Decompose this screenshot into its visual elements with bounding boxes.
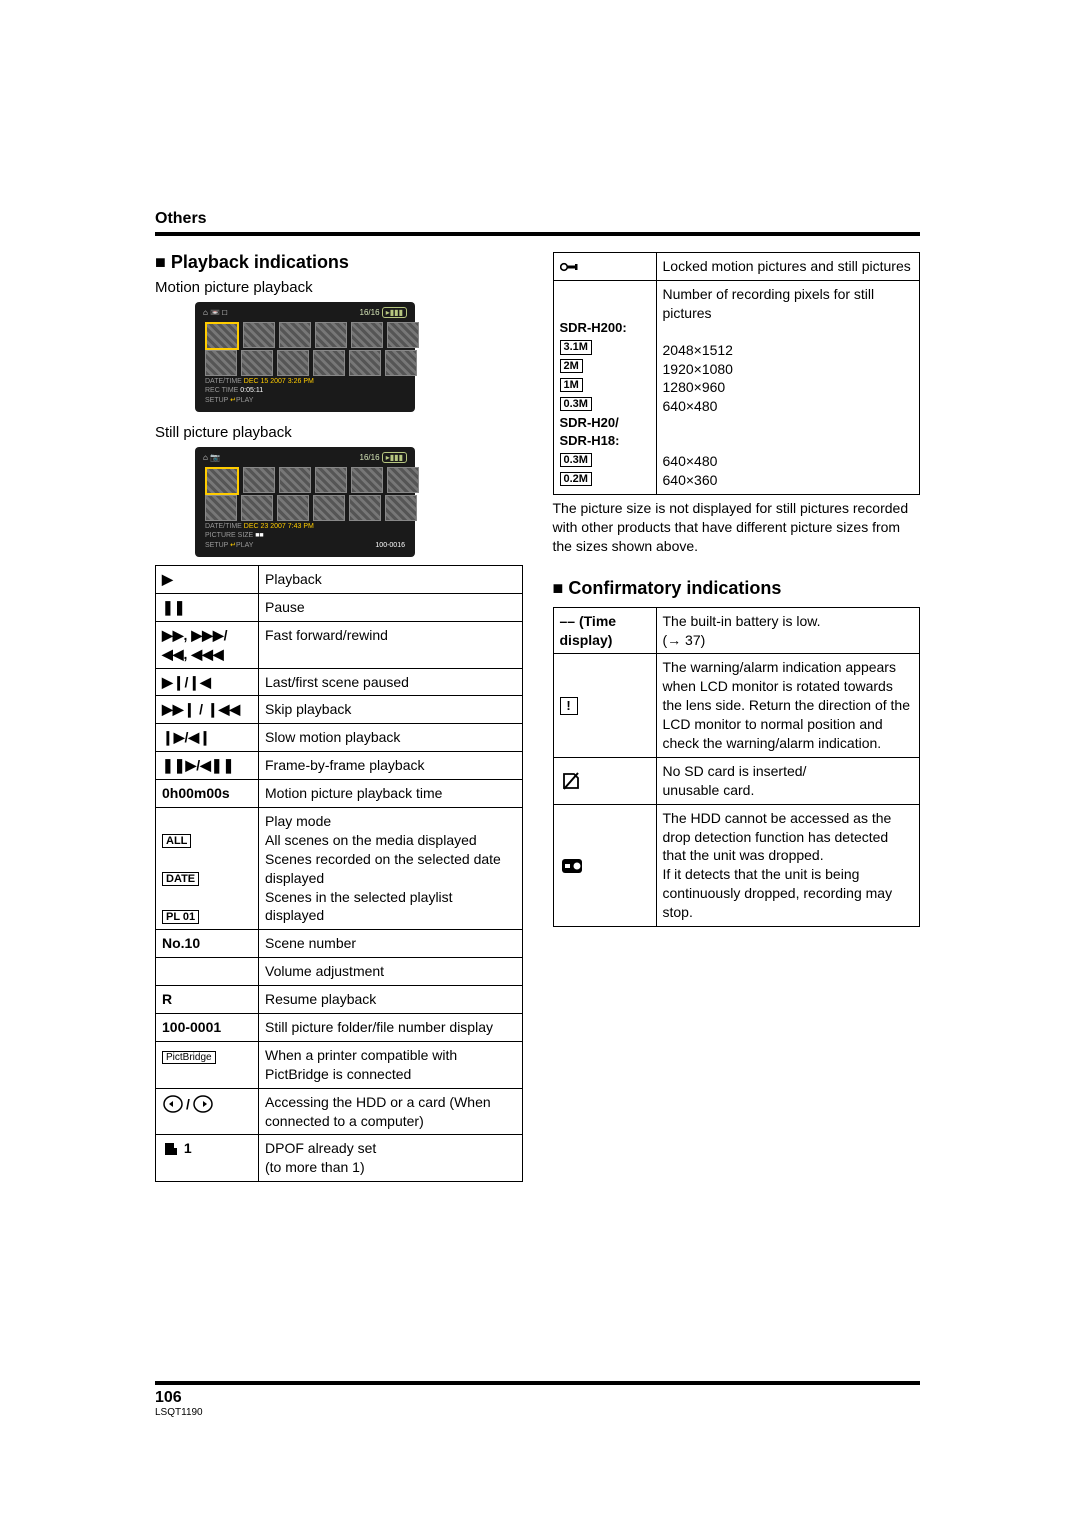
playback-table: ▶Playback ❚❚Pause ▶▶, ▶▶▶/ ◀◀, ◀◀◀Fast f… bbox=[155, 565, 523, 1182]
desc: Pause bbox=[259, 593, 523, 621]
desc: Motion picture playback time bbox=[259, 780, 523, 808]
table-row: ▶Playback bbox=[156, 566, 523, 594]
table-row: PictBridge When a printer compatible wit… bbox=[156, 1041, 523, 1088]
time-label: 0h00m00s bbox=[156, 780, 259, 808]
hdd-drop-icon bbox=[553, 804, 656, 926]
no-sd-icon bbox=[553, 757, 656, 804]
table-row: ❙▶/◀❙Slow motion playback bbox=[156, 724, 523, 752]
desc: Play mode All scenes on the media displa… bbox=[259, 808, 523, 930]
playback-heading: ■ Playback indications bbox=[155, 252, 523, 273]
scene-label: No.10 bbox=[156, 930, 259, 958]
right-column: Locked motion pictures and still picture… bbox=[553, 252, 921, 1182]
page-footer: 106 LSQT1190 bbox=[155, 1381, 920, 1418]
desc: Scene number bbox=[259, 930, 523, 958]
doc-code: LSQT1190 bbox=[155, 1407, 920, 1418]
playmode-icons: ALL DATE PL 01 bbox=[156, 808, 259, 930]
lcd-motion-icons: ⌂ 📼 □ bbox=[203, 308, 227, 317]
desc: Skip playback bbox=[259, 696, 523, 724]
table-row: / Accessing the HDD or a card (When conn… bbox=[156, 1088, 523, 1135]
desc: Playback bbox=[259, 566, 523, 594]
table-row: RResume playback bbox=[156, 986, 523, 1014]
lcd-badge: ▸▮▮▮ bbox=[382, 307, 407, 318]
lcd-motion: ⌂ 📼 □ 16/16 ▸▮▮▮ DATE/TIME DEC 15 2007 3… bbox=[195, 302, 415, 412]
date-badge: DATE bbox=[162, 872, 199, 886]
table-row: ❚❚▶/◀❚❚Frame-by-frame playback bbox=[156, 752, 523, 780]
svg-text:/: / bbox=[186, 1096, 190, 1112]
lcd-still: ⌂ 📷 16/16 ▸▮▮▮ DATE/TIME DEC 23 2007 7:4… bbox=[195, 447, 415, 557]
table-row: Volume adjustment bbox=[156, 958, 523, 986]
desc: Frame-by-frame playback bbox=[259, 752, 523, 780]
desc: The built-in battery is low. (→ 37) bbox=[656, 607, 920, 654]
folder-label: 100-0001 bbox=[156, 1014, 259, 1042]
table-row: –– (Time display) The built-in battery i… bbox=[553, 607, 920, 654]
confirm-heading: ■ Confirmatory indications bbox=[553, 578, 921, 599]
table-row: SDR-H200: 3.1M 2M 1M 0.3M SDR-H20/ SDR-H… bbox=[553, 280, 920, 494]
all-badge: ALL bbox=[162, 834, 191, 848]
pictbridge-badge: PictBridge bbox=[156, 1041, 259, 1088]
res-icons: SDR-H200: 3.1M 2M 1M 0.3M SDR-H20/ SDR-H… bbox=[553, 280, 656, 494]
table-row: 1 DPOF already set (to more than 1) bbox=[156, 1135, 523, 1182]
table-row: No SD card is inserted/ unusable card. bbox=[553, 757, 920, 804]
size-note: The picture size is not displayed for st… bbox=[553, 499, 921, 556]
time-display-label: –– (Time display) bbox=[553, 607, 656, 654]
skip-icon: ▶▶❙ / ❙◀◀ bbox=[156, 696, 259, 724]
table-row: ALL DATE PL 01 Play mode All scenes on t… bbox=[156, 808, 523, 930]
lcd-still-icons: ⌂ 📷 bbox=[203, 453, 220, 462]
desc: Number of recording pixels for still pic… bbox=[656, 280, 920, 494]
desc: Last/first scene paused bbox=[259, 668, 523, 696]
desc: Fast forward/rewind bbox=[259, 621, 523, 668]
table-row: ▶▶❙ / ❙◀◀Skip playback bbox=[156, 696, 523, 724]
table-row: 0h00m00sMotion picture playback time bbox=[156, 780, 523, 808]
rule bbox=[155, 232, 920, 236]
pause-icon: ❚❚ bbox=[156, 593, 259, 621]
desc: Still picture folder/file number display bbox=[259, 1014, 523, 1042]
page-number: 106 bbox=[155, 1389, 920, 1407]
desc: Resume playback bbox=[259, 986, 523, 1014]
table-row: The HDD cannot be accessed as the drop d… bbox=[553, 804, 920, 926]
desc: The warning/alarm indication appears whe… bbox=[656, 654, 920, 757]
dpof-icon: 1 bbox=[156, 1135, 259, 1182]
table-row: 100-0001Still picture folder/file number… bbox=[156, 1014, 523, 1042]
motion-caption: Motion picture playback bbox=[155, 279, 523, 296]
lcd-badge2: ▸▮▮▮ bbox=[382, 452, 407, 463]
slow-icon: ❙▶/◀❙ bbox=[156, 724, 259, 752]
lcd-still-count: 16/16 bbox=[360, 453, 380, 462]
ff-rew-icon: ▶▶, ▶▶▶/ ◀◀, ◀◀◀ bbox=[156, 621, 259, 668]
table-row: ❚❚Pause bbox=[156, 593, 523, 621]
access-icon: / bbox=[156, 1088, 259, 1135]
last-first-icon: ▶❙/❙◀ bbox=[156, 668, 259, 696]
table-row: No.10Scene number bbox=[156, 930, 523, 958]
volume-icon bbox=[156, 958, 259, 986]
section-header: Others bbox=[155, 210, 920, 228]
heading-text: Playback indications bbox=[171, 252, 349, 272]
desc: DPOF already set (to more than 1) bbox=[259, 1135, 523, 1182]
still-caption: Still picture playback bbox=[155, 424, 523, 441]
lcd-motion-count: 16/16 bbox=[360, 308, 380, 317]
desc: Slow motion playback bbox=[259, 724, 523, 752]
desc: Locked motion pictures and still picture… bbox=[656, 253, 920, 281]
pixels-table: Locked motion pictures and still picture… bbox=[553, 252, 921, 495]
desc: When a printer compatible with PictBridg… bbox=[259, 1041, 523, 1088]
lock-icon bbox=[553, 253, 656, 281]
confirm-table: –– (Time display) The built-in battery i… bbox=[553, 607, 921, 927]
heading-bullet: ■ bbox=[155, 252, 171, 272]
table-row: Locked motion pictures and still picture… bbox=[553, 253, 920, 281]
resume-label: R bbox=[156, 986, 259, 1014]
left-column: ■ Playback indications Motion picture pl… bbox=[155, 252, 523, 1182]
table-row: ▶❙/❙◀Last/first scene paused bbox=[156, 668, 523, 696]
heading-text: Confirmatory indications bbox=[568, 578, 781, 598]
desc: Volume adjustment bbox=[259, 958, 523, 986]
desc: The HDD cannot be accessed as the drop d… bbox=[656, 804, 920, 926]
table-row: ▶▶, ▶▶▶/ ◀◀, ◀◀◀Fast forward/rewind bbox=[156, 621, 523, 668]
pl-badge: PL 01 bbox=[162, 910, 199, 924]
table-row: ! The warning/alarm indication appears w… bbox=[553, 654, 920, 757]
desc: Accessing the HDD or a card (When connec… bbox=[259, 1088, 523, 1135]
frame-icon: ❚❚▶/◀❚❚ bbox=[156, 752, 259, 780]
desc: No SD card is inserted/ unusable card. bbox=[656, 757, 920, 804]
play-icon: ▶ bbox=[156, 566, 259, 594]
heading-bullet: ■ bbox=[553, 578, 569, 598]
warn-icon: ! bbox=[553, 654, 656, 757]
